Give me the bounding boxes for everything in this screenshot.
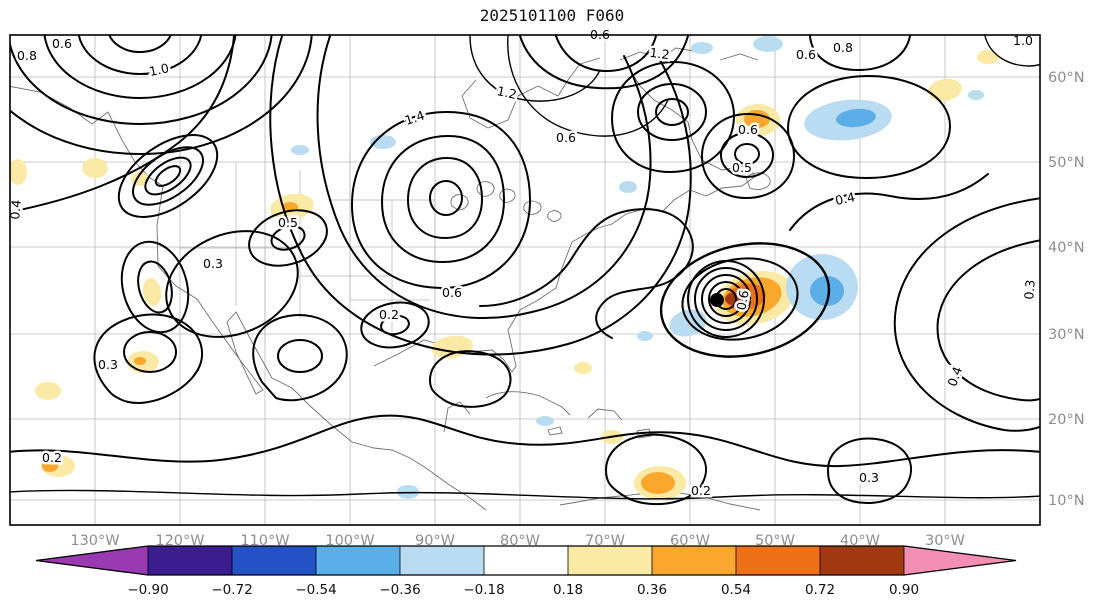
contour-lines <box>10 35 1040 506</box>
contour-label: 0.4 <box>834 189 857 208</box>
x-tick-label: 120°W <box>155 533 204 549</box>
colorbar-left-arrow <box>36 546 148 575</box>
colorbar-tick: 0.36 <box>637 582 667 598</box>
y-tick-label: 40°N <box>1048 240 1085 256</box>
colorbar-tick: 0.90 <box>889 582 919 598</box>
y-tick-label: 50°N <box>1048 155 1085 171</box>
y-tick-label: 30°N <box>1048 327 1085 343</box>
colorbar-tick: 0.18 <box>553 582 583 598</box>
x-tick-label: 110°W <box>240 533 289 549</box>
contour-label: 0.3 <box>98 357 118 372</box>
colorbar-tick: −0.36 <box>379 582 420 598</box>
contour-label: 1.2 <box>649 45 671 63</box>
colorbar-tick-labels: −0.90 −0.72 −0.54 −0.36 −0.18 0.18 0.36 … <box>127 582 919 598</box>
colorbar-tick: −0.54 <box>295 582 336 598</box>
x-tick-label: 100°W <box>325 533 374 549</box>
colorbar-tick: −0.90 <box>127 582 168 598</box>
y-tick-label: 20°N <box>1048 412 1085 428</box>
contour-label: 0.2 <box>379 307 399 322</box>
contour-label: 0.8 <box>17 48 37 63</box>
x-tick-label: 70°W <box>585 533 625 549</box>
contour-label: 0.5 <box>278 215 298 230</box>
contour-label: 0.6 <box>442 285 462 300</box>
contour-label: 0.2 <box>42 450 62 465</box>
storm-center-dot <box>710 293 724 307</box>
x-tick-label: 130°W <box>70 533 119 549</box>
y-axis-tick-labels: 60°N 50°N 40°N 30°N 20°N 10°N <box>1048 70 1085 509</box>
contour-label: 0.6 <box>796 47 816 62</box>
contour-label: 0.6 <box>556 130 576 145</box>
contour-label: 0.6 <box>733 289 751 311</box>
contour-label: 0.6 <box>52 36 72 51</box>
x-tick-label: 90°W <box>415 533 455 549</box>
colorbar-right-arrow <box>904 546 1016 575</box>
x-tick-label: 40°W <box>840 533 880 549</box>
contour-label: 0.5 <box>732 160 752 175</box>
x-tick-label: 80°W <box>500 533 540 549</box>
contour-labels: 0.6 0.8 1.0 0.5 0.3 1.2 1.4 0.6 1.2 0.6 … <box>5 25 1041 501</box>
contour-label: 0.8 <box>833 40 853 55</box>
x-tick-label: 60°W <box>670 533 710 549</box>
x-axis-tick-labels: 130°W 120°W 110°W 100°W 90°W 80°W 70°W 6… <box>70 533 965 549</box>
x-tick-label: 50°W <box>755 533 795 549</box>
contour-label: 1.2 <box>496 83 519 102</box>
contour-label: 0.3 <box>1021 279 1038 300</box>
colorbar-tick: −0.18 <box>463 582 504 598</box>
contour-label: 0.3 <box>859 470 879 485</box>
y-tick-label: 60°N <box>1048 70 1085 86</box>
contour-label: 0.2 <box>691 483 711 498</box>
colorbar-tick: 0.54 <box>721 582 751 598</box>
x-tick-label: 30°W <box>925 533 965 549</box>
colorbar-segments <box>148 546 904 575</box>
map-frame <box>9 34 1041 526</box>
contour-label: 1.0 <box>148 60 171 79</box>
colorbar-outline <box>35 545 1017 576</box>
colorbar-tick: −0.72 <box>211 582 252 598</box>
contour-label: 0.3 <box>203 256 223 271</box>
colorbar: −0.90 −0.72 −0.54 −0.36 −0.18 0.18 0.36 … <box>35 545 1017 598</box>
contour-label: 0.6 <box>738 122 758 137</box>
y-tick-label: 10°N <box>1048 493 1085 509</box>
colorbar-tick: 0.72 <box>805 582 835 598</box>
chart-title: 2025101100 F060 <box>480 6 625 25</box>
colorbar-dividers <box>147 546 905 575</box>
